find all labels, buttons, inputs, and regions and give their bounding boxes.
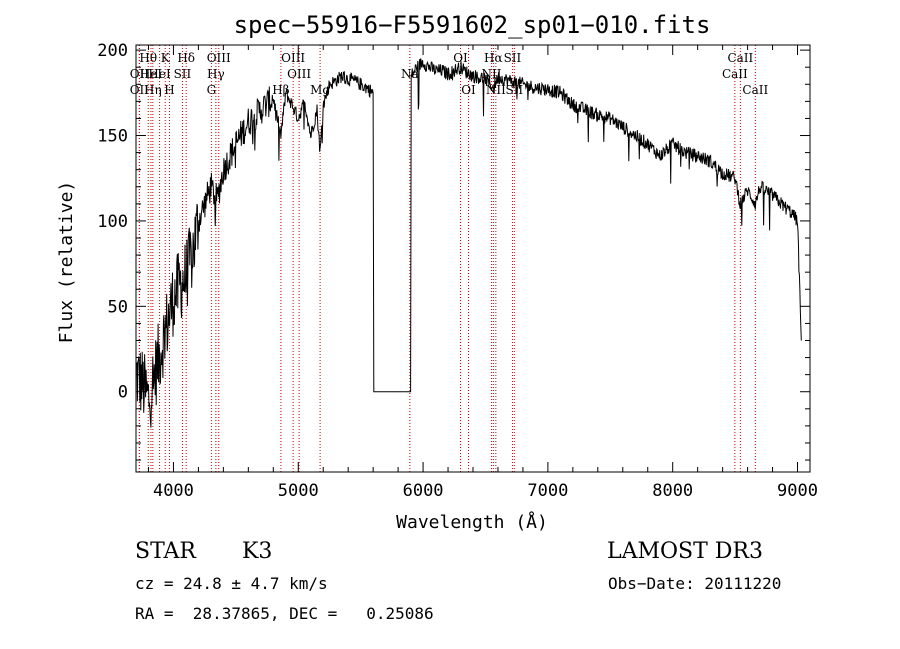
- line-mark-label-0: OII: [130, 67, 150, 81]
- y-axis-label: Flux (relative): [56, 181, 77, 344]
- line-mark-label-5: HeI: [148, 67, 171, 81]
- y-tick-label-0: 0: [118, 383, 128, 403]
- y-tick-label-1: 50: [108, 297, 128, 317]
- line-mark-label-18: OI: [453, 51, 468, 65]
- line-mark-label-7: H: [164, 83, 174, 97]
- x-tick-label-3: 7000: [527, 481, 568, 501]
- line-mark-label-26: CaII: [727, 51, 753, 65]
- object-class: STAR: [135, 539, 196, 564]
- line-mark-label-10: G: [207, 83, 217, 97]
- line-mark-label-2: Hθ: [139, 51, 157, 65]
- line-mark-label-21: Hα: [484, 51, 503, 65]
- line-mark-label-25: CaII: [722, 67, 748, 81]
- line-mark-label-27: CaII: [742, 83, 768, 97]
- spectrum-series: [135, 58, 802, 428]
- line-mark-label-11: Hγ: [207, 67, 225, 81]
- line-mark-label-15: OIII: [287, 67, 311, 81]
- y-tick-label-3: 150: [97, 127, 128, 147]
- coordinates: RA = 28.37865, DEC = 0.25086: [135, 604, 434, 623]
- x-tick-label-0: 4000: [153, 481, 194, 501]
- line-marks: [138, 45, 756, 472]
- chart-title: spec−55916−F5591602_sp01−010.fits: [234, 11, 711, 39]
- line-mark-label-8: SII: [174, 67, 192, 81]
- line-mark-label-19: OI: [461, 83, 476, 97]
- line-mark-label-12: OIII: [207, 51, 231, 65]
- x-tick-label-1: 5000: [278, 481, 319, 501]
- line-mark-label-16: Mg: [310, 83, 330, 97]
- plot-frame: [135, 44, 811, 473]
- y-axis: 0 50 100 150 200: [97, 41, 810, 461]
- line-mark-label-9: Hδ: [177, 51, 195, 65]
- line-mark-label-6: K: [161, 51, 171, 65]
- line-mark-label-23: SII: [504, 51, 522, 65]
- line-mark-label-1: OII: [130, 83, 150, 97]
- x-axis-label: Wavelength (Å): [396, 511, 548, 533]
- x-tick-label-5: 9000: [777, 481, 818, 501]
- x-tick-label-2: 6000: [403, 481, 444, 501]
- observation-date: Obs−Date: 20111220: [608, 574, 782, 593]
- spectrum-line: [135, 58, 802, 428]
- x-tick-label-4: 8000: [652, 481, 693, 501]
- line-mark-labels: OIIOIIHθHeIHηHeIKHSIIHδGHγOIIIHβOIIIOIII…: [130, 51, 769, 97]
- y-tick-label-2: 100: [97, 212, 128, 232]
- survey-name: LAMOST DR3: [607, 539, 763, 564]
- x-axis: 4000 5000 6000 7000 8000 9000: [147, 45, 818, 501]
- line-mark-label-4: Hη: [144, 83, 162, 97]
- redshift-cz: cz = 24.8 ± 4.7 km/s: [135, 574, 328, 593]
- object-subclass: K3: [242, 539, 273, 564]
- line-mark-label-3: HeI: [140, 67, 163, 81]
- line-mark-label-17: Na: [401, 67, 419, 81]
- line-mark-label-14: OIII: [281, 51, 305, 65]
- y-tick-label-4: 200: [97, 41, 128, 61]
